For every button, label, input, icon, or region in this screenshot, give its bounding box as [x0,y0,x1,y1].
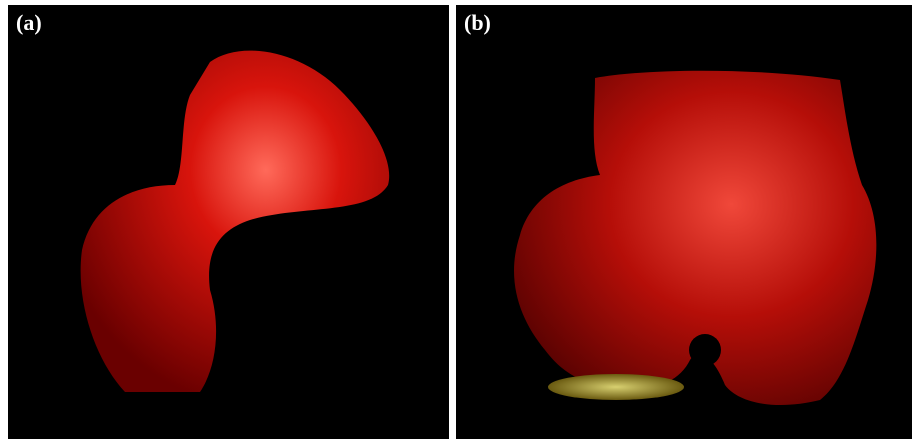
figure: (a) (b) [0,0,917,439]
panel-label: (a) [16,10,42,35]
page: (a) (b) (() => { const data = JSON.parse… [0,0,917,439]
panel-label: (b) [464,10,491,35]
opening [548,374,684,400]
panel-b: (b) [456,5,912,439]
panel-a: (a) [8,5,449,439]
hole [689,334,721,366]
